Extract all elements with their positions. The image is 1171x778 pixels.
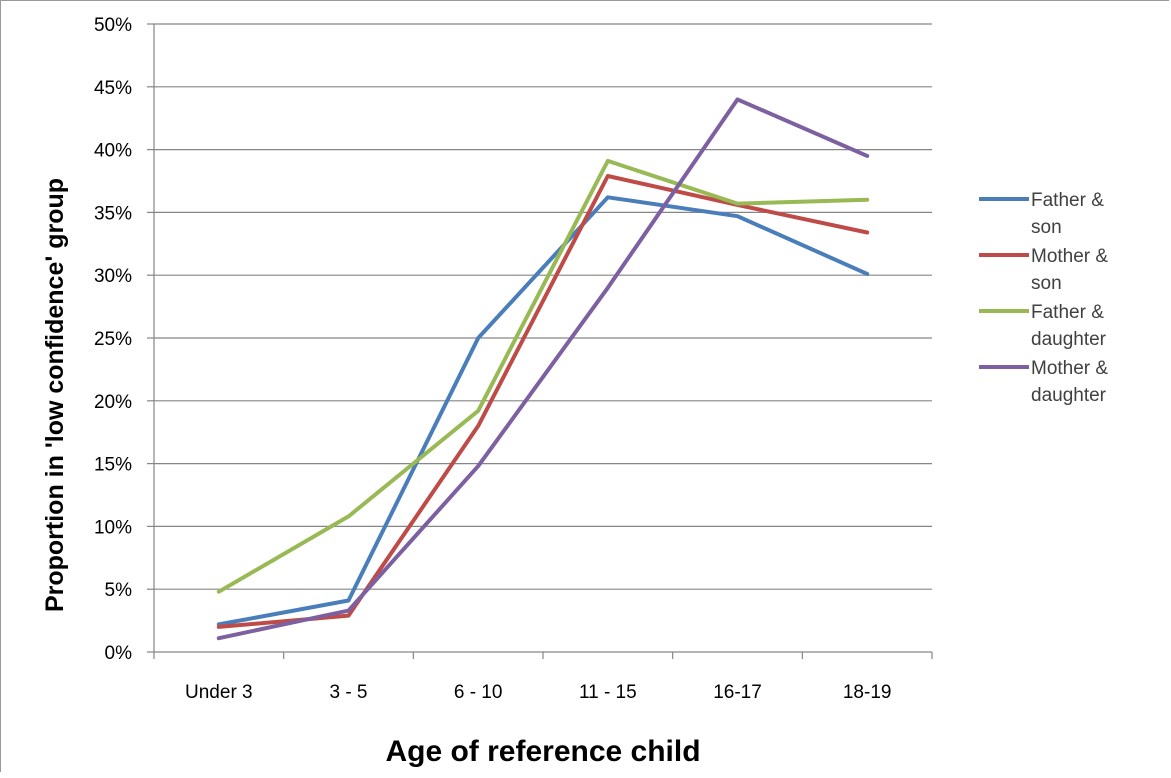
x-axis-title: Age of reference child bbox=[385, 735, 700, 768]
x-tick-label: Under 3 bbox=[185, 682, 253, 703]
y-tick-label: 10% bbox=[94, 517, 132, 538]
gridlines bbox=[154, 23, 932, 590]
y-tick-label: 40% bbox=[94, 141, 132, 162]
y-tick-label: 25% bbox=[94, 329, 132, 350]
legend-label: daughter bbox=[1031, 385, 1107, 406]
legend-label: son bbox=[1031, 273, 1062, 294]
series-line bbox=[216, 158, 870, 594]
y-tick-label: 30% bbox=[94, 266, 132, 287]
legend-label: Mother & bbox=[1031, 358, 1108, 379]
legend-item: Father & son bbox=[979, 190, 1104, 238]
legend-label: Father & bbox=[1031, 302, 1104, 323]
series-lines bbox=[216, 97, 870, 641]
y-tick-label: 15% bbox=[94, 455, 132, 476]
legend-item: Mother & son bbox=[979, 246, 1108, 294]
y-tick-label: 20% bbox=[94, 392, 132, 413]
legend-label: son bbox=[1031, 217, 1062, 238]
legend-label: Mother & bbox=[1031, 246, 1108, 267]
x-tick-label: 11 - 15 bbox=[579, 682, 637, 703]
series-line bbox=[216, 97, 870, 641]
legend-label: Father & bbox=[1031, 190, 1104, 211]
y-tick-label: 50% bbox=[94, 15, 132, 36]
series-line bbox=[216, 174, 870, 629]
legend-item: Father & daughter bbox=[979, 302, 1107, 350]
y-tick-label: 0% bbox=[105, 643, 133, 664]
x-tick-label: 3 - 5 bbox=[329, 682, 367, 703]
series-line bbox=[216, 195, 870, 627]
x-tick-label: 6 - 10 bbox=[454, 682, 503, 703]
legend-item: Mother & daughter bbox=[979, 358, 1108, 406]
y-tick-label: 5% bbox=[105, 580, 133, 601]
y-axis-title: Proportion in 'low confidence' group bbox=[41, 178, 69, 612]
axes: 0% 5% 10% 15% 20% 25% 30% 35% 40% 45% 50% Under 3 3 … bbox=[94, 15, 933, 703]
legend-label: daughter bbox=[1031, 329, 1107, 350]
x-tick-label: 18-19 bbox=[843, 682, 892, 703]
y-tick-label: 35% bbox=[94, 203, 132, 224]
y-tick-label: 45% bbox=[94, 78, 132, 99]
x-tick-label: 16-17 bbox=[713, 682, 762, 703]
